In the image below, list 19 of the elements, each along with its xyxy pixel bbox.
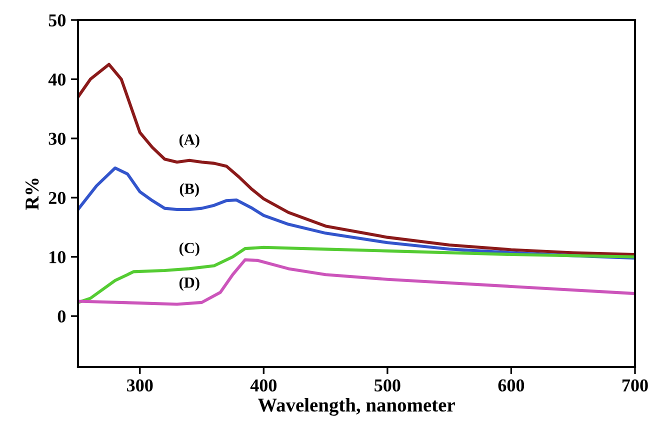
x-tick-label: 300	[127, 379, 153, 392]
y-axis-title: R%	[26, 178, 39, 210]
y-tick-label: 50	[48, 14, 66, 26]
x-tick-label: 700	[622, 379, 648, 392]
series-label: (C)	[179, 242, 200, 256]
y-tick-label: 40	[48, 73, 66, 86]
y-tick-label: 30	[48, 132, 66, 145]
x-tick-label: 600	[498, 379, 524, 392]
series-label: (D)	[179, 276, 200, 291]
x-tick-label: 400	[250, 379, 277, 392]
line-series	[78, 62, 635, 256]
x-axis-title: Wavelength, nanometer	[258, 398, 455, 416]
y-tick-label: 10	[50, 251, 66, 264]
x-tick-label: 500	[374, 379, 400, 392]
line-series	[78, 258, 635, 306]
y-tick-label: 20	[48, 192, 66, 204]
series-label: (B)	[180, 183, 199, 197]
y-tick-label: 0	[58, 310, 66, 323]
series-label: (A)	[179, 134, 200, 148]
